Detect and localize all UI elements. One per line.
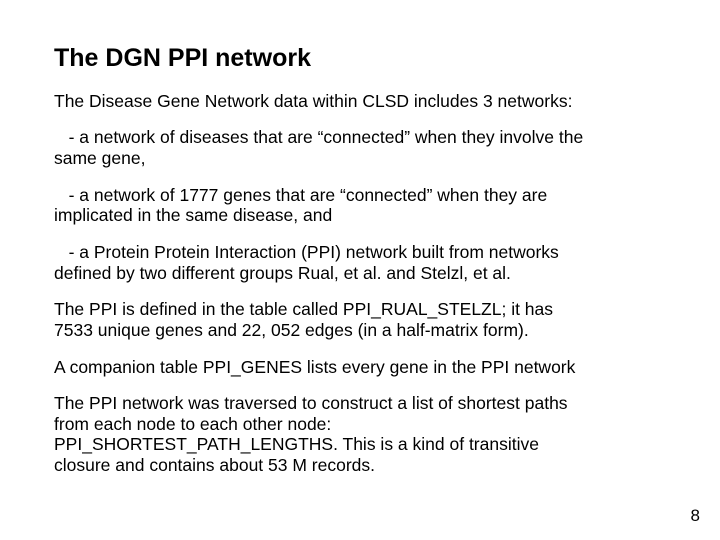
shortest-paths-line1: The PPI network was traversed to constru… — [54, 393, 568, 413]
bullet-ppi: - a Protein Protein Interaction (PPI) ne… — [54, 242, 666, 283]
companion-table-paragraph: A companion table PPI_GENES lists every … — [54, 357, 666, 378]
shortest-paths-line3: PPI_SHORTEST_PATH_LENGTHS. This is a kin… — [54, 434, 539, 454]
slide-title: The DGN PPI network — [54, 44, 666, 73]
shortest-paths-line2: from each node to each other node: — [54, 414, 331, 434]
ppi-table-line2: 7533 unique genes and 22, 052 edges (in … — [54, 320, 529, 340]
bullet-ppi-line2: defined by two different groups Rual, et… — [54, 263, 511, 283]
page-number: 8 — [691, 506, 700, 526]
shortest-paths-paragraph: The PPI network was traversed to constru… — [54, 393, 666, 476]
slide-container: The DGN PPI network The Disease Gene Net… — [0, 0, 720, 540]
bullet-genes: - a network of 1777 genes that are “conn… — [54, 185, 666, 226]
ppi-table-line1: The PPI is defined in the table called P… — [54, 299, 553, 319]
bullet-ppi-line1: - a Protein Protein Interaction (PPI) ne… — [54, 242, 559, 262]
bullet-genes-line2: implicated in the same disease, and — [54, 205, 332, 225]
ppi-table-paragraph: The PPI is defined in the table called P… — [54, 299, 666, 340]
bullet-diseases: - a network of diseases that are “connec… — [54, 127, 666, 168]
intro-paragraph: The Disease Gene Network data within CLS… — [54, 91, 666, 112]
bullet-diseases-line1: - a network of diseases that are “connec… — [54, 127, 583, 147]
bullet-genes-line1: - a network of 1777 genes that are “conn… — [54, 185, 547, 205]
shortest-paths-line4: closure and contains about 53 M records. — [54, 455, 375, 475]
bullet-diseases-line2: same gene, — [54, 148, 145, 168]
